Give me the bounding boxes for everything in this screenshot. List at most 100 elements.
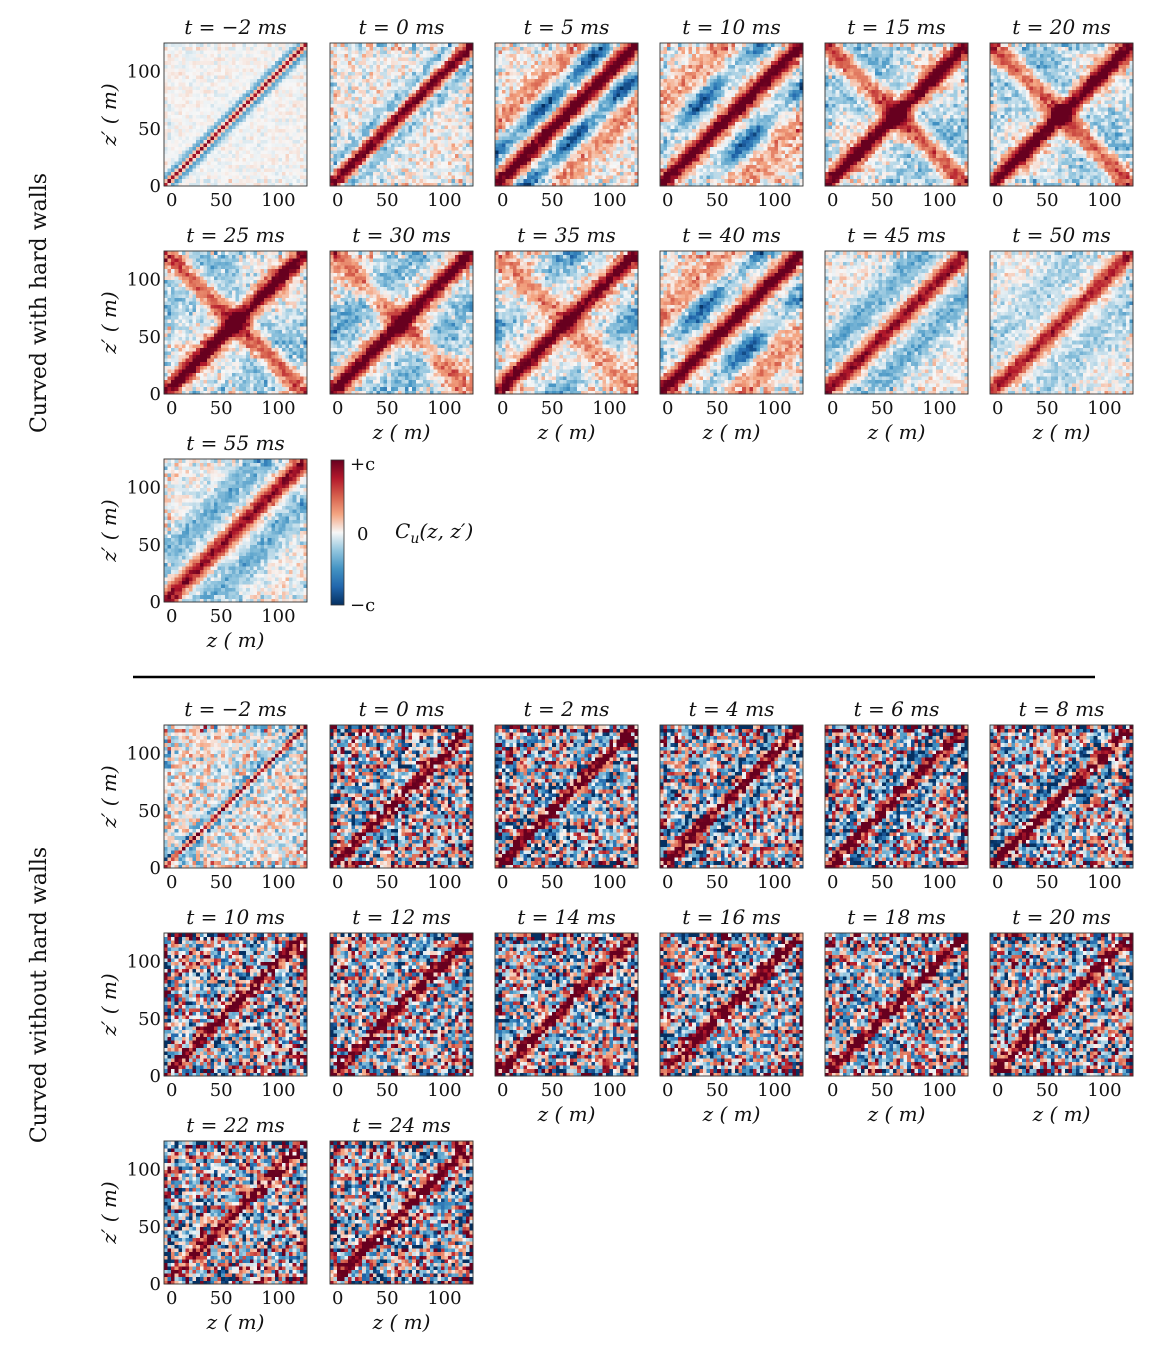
heatmap-cell (175, 165, 179, 169)
heatmap-cell (509, 154, 513, 158)
heatmap-cell (660, 122, 664, 126)
heatmap-cell (577, 75, 581, 79)
heatmap-cell (520, 154, 524, 158)
heatmap-cell (534, 118, 538, 122)
heatmap-cell (430, 147, 434, 151)
heatmap-cell (380, 100, 384, 104)
heatmap-cell (380, 168, 384, 172)
heatmap-cell (599, 122, 603, 126)
heatmap-cell (599, 172, 603, 176)
heatmap-cell (189, 150, 193, 154)
heatmap-cell (499, 64, 503, 68)
heatmap-cell (452, 122, 456, 126)
heatmap-cell (362, 143, 366, 147)
heatmap-cell (366, 122, 370, 126)
heatmap-cell (271, 54, 275, 58)
heatmap-cell (250, 79, 254, 83)
heatmap-cell (455, 93, 459, 97)
heatmap-cell (671, 125, 675, 129)
heatmap-cell (207, 61, 211, 65)
heatmap-cell (452, 86, 456, 90)
heatmap-cell (602, 57, 606, 61)
heatmap-cell (253, 118, 257, 122)
heatmap-cell (218, 43, 222, 47)
heatmap-cell (416, 79, 420, 83)
heatmap-cell (602, 68, 606, 72)
heatmap-cell (563, 154, 567, 158)
heatmap-cell (293, 122, 297, 126)
heatmap-cell (524, 107, 528, 111)
heatmap-cell (574, 50, 578, 54)
heatmap-cell (570, 136, 574, 140)
heatmap-cell (620, 136, 624, 140)
heatmap-cell (581, 125, 585, 129)
heatmap-cell (437, 72, 441, 76)
heatmap-cell (164, 125, 168, 129)
heatmap-cell (602, 172, 606, 176)
heatmap-cell (168, 47, 172, 51)
heatmap-cell (513, 72, 517, 76)
heatmap-cell (437, 107, 441, 111)
heatmap-cell (459, 57, 463, 61)
heatmap-cell (409, 82, 413, 86)
heatmap-cell (419, 140, 423, 144)
heatmap-cell (541, 122, 545, 126)
heatmap-cell (232, 172, 236, 176)
heatmap-cell (667, 43, 671, 47)
heatmap-cell (516, 122, 520, 126)
heatmap-cell (538, 64, 542, 68)
heatmap-cell (243, 136, 247, 140)
heatmap-cell (416, 50, 420, 54)
heatmap-cell (384, 93, 388, 97)
heatmap-cell (534, 107, 538, 111)
heatmap-cell (175, 143, 179, 147)
heatmap-cell (355, 86, 359, 90)
heatmap-cell (506, 82, 510, 86)
heatmap-cell (164, 154, 168, 158)
heatmap-cell (293, 89, 297, 93)
heatmap-cell (534, 111, 538, 115)
heatmap-cell (430, 122, 434, 126)
heatmap-cell (250, 47, 254, 51)
heatmap-cell (509, 165, 513, 169)
heatmap-cell (300, 111, 304, 115)
heatmap-cell (189, 61, 193, 65)
heatmap-cell (462, 104, 466, 108)
heatmap-cell (164, 107, 168, 111)
heatmap-cell (549, 107, 553, 111)
heatmap-cell (441, 136, 445, 140)
heatmap-cell (289, 115, 293, 119)
heatmap-cell (402, 75, 406, 79)
heatmap-cell (462, 172, 466, 176)
heatmap-cell (524, 129, 528, 133)
heatmap-cell (412, 100, 416, 104)
heatmap-cell (462, 100, 466, 104)
heatmap-cell (581, 175, 585, 179)
heatmap-cell (495, 136, 499, 140)
heatmap-cell (334, 50, 338, 54)
heatmap-cell (617, 107, 621, 111)
heatmap-cell (624, 54, 628, 58)
heatmap-cell (527, 132, 531, 136)
heatmap-cell (613, 175, 617, 179)
heatmap-cell (218, 168, 222, 172)
heatmap-cell (613, 75, 617, 79)
heatmap-cell (196, 57, 200, 61)
heatmap-cell (455, 147, 459, 151)
heatmap-cell (164, 43, 168, 47)
heatmap-cell (196, 172, 200, 176)
heatmap-cell (664, 154, 668, 158)
heatmap-cell (203, 140, 207, 144)
heatmap-cell (246, 129, 250, 133)
heatmap-cell (189, 107, 193, 111)
heatmap-cell (613, 143, 617, 147)
heatmap-cell (423, 107, 427, 111)
heatmap-cell (196, 104, 200, 108)
heatmap-cell (405, 61, 409, 65)
heatmap-cell (499, 47, 503, 51)
heatmap-cell (246, 118, 250, 122)
heatmap-cell (355, 115, 359, 119)
heatmap-cell (210, 115, 214, 119)
heatmap-cell (559, 89, 563, 93)
heatmap-cell (581, 150, 585, 154)
